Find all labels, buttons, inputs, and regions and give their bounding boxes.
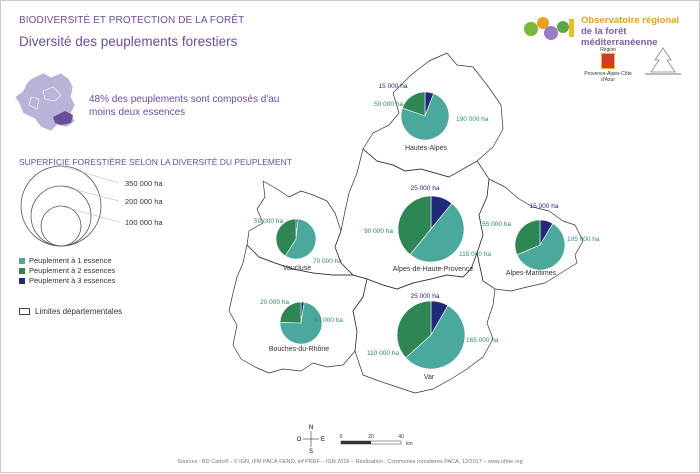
scale-unit: km <box>406 441 413 447</box>
compass-rose: N E S O <box>297 425 325 455</box>
pie-slice <box>279 301 302 324</box>
legend-size-small: 100 000 ha <box>125 218 163 227</box>
size-leader-line <box>60 165 120 184</box>
legend-label: Peuplement à 3 essences <box>29 276 116 285</box>
pie-slice <box>275 218 297 257</box>
france-locator-map <box>14 72 76 132</box>
legend-swatch <box>19 278 25 284</box>
department-name: Alpes-Maritimes <box>506 270 557 277</box>
department-name: Hautes-Alpes <box>405 145 448 152</box>
pie-slice <box>284 218 317 260</box>
bouches-du-rhone-outline <box>228 244 368 374</box>
scale-tick-20: 20 <box>368 434 374 440</box>
department-name: Var <box>424 374 435 381</box>
scale-tick-40: 40 <box>398 434 404 440</box>
size-legend <box>20 165 120 247</box>
var-outline <box>352 252 496 394</box>
pie-slice <box>401 91 426 117</box>
paca-highlight <box>53 111 73 125</box>
compass-s: S <box>309 449 313 455</box>
value-label: 25 000 ha <box>411 293 440 300</box>
value-label: 105 000 ha <box>567 236 600 243</box>
region-logo: Région Provence-Alpes-Côte d'Azur <box>583 47 633 83</box>
france-regions <box>28 86 62 110</box>
pie-slice <box>516 223 566 271</box>
value-label: 190 000 ha <box>456 116 489 123</box>
size-circle-small <box>40 205 82 247</box>
pie-slice <box>514 219 541 256</box>
page-title: Diversité des peuplements forestiers <box>19 34 238 49</box>
value-label: 55 000 ha <box>482 221 511 228</box>
pie-slice <box>397 195 432 256</box>
value-label: 110 000 ha <box>367 350 399 357</box>
limits-label: Limites départementales <box>35 307 123 316</box>
department-name: Alpes-de-Haute-Provence <box>393 266 474 273</box>
observatoire-line2: de la forêt méditerranéenne <box>581 26 658 48</box>
size-leader-line <box>60 185 120 202</box>
pie-slice <box>396 300 432 359</box>
observatoire-logo-mark <box>524 17 574 40</box>
value-label: 15 000 ha <box>379 83 408 90</box>
value-label: 20 000 ha <box>260 299 289 306</box>
observatoire-logo: Observatoire régional de la forêt médite… <box>521 13 691 48</box>
scale-bar-segment <box>341 441 371 444</box>
compass-o: O <box>297 437 302 443</box>
legend-item-3-essences: Peuplement à 3 essences <box>19 276 115 286</box>
legend-items: Peuplement à 1 essence Peuplement à 2 es… <box>19 256 115 286</box>
legend-item-2-essences: Peuplement à 2 essences <box>19 266 115 276</box>
size-circle-medium <box>30 185 92 247</box>
pie-slice <box>409 202 465 263</box>
department-name: Vaucluse <box>283 265 311 272</box>
compass-e: E <box>321 437 325 443</box>
value-label: 70 000 ha <box>313 258 342 265</box>
legend-item-1-essence: Peuplement à 1 essence <box>19 256 115 266</box>
compass-n: N <box>309 425 313 431</box>
value-label: 15 000 ha <box>530 203 559 210</box>
scale-tick-0: 0 <box>340 434 343 440</box>
region-name: Provence-Alpes-Côte d'Azur <box>584 71 632 83</box>
value-label: 25 000 ha <box>411 185 440 192</box>
legend-size-medium: 200 000 ha <box>125 197 163 206</box>
limits-swatch <box>19 308 30 315</box>
page-category: BIODIVERSITÉ ET PROTECTION DE LA FORÊT <box>19 15 245 26</box>
department-boundaries <box>228 52 584 394</box>
alpes-maritimes-outline <box>476 178 584 292</box>
value-label: 60 000 ha <box>314 317 343 324</box>
observatoire-name: Observatoire régional de la forêt médite… <box>581 15 691 48</box>
value-label: 50 000 ha <box>374 101 403 108</box>
value-label: 165 000 ha <box>466 337 499 344</box>
value-label: 50 000 ha <box>254 218 283 225</box>
value-label: 115 000 ha <box>459 251 491 258</box>
pie-slice <box>400 93 450 141</box>
legend-title: SUPERFICIE FORESTIÈRE SELON LA DIVERSITÉ… <box>19 157 293 167</box>
legend-swatch <box>19 268 25 274</box>
region-crest-icon <box>601 53 615 69</box>
observatoire-line1: Observatoire régional <box>581 15 680 26</box>
scale-bar: 0 20 40 km <box>340 434 413 447</box>
intro-statement: 48% des peuplements sont composés d'au m… <box>89 94 280 118</box>
size-leader-line <box>60 205 120 223</box>
credits: Sources : BD Carto® - © IGN, IFM PACA ©E… <box>177 459 523 465</box>
value-label: 90 000 ha <box>364 228 393 235</box>
legend-swatch <box>19 258 25 264</box>
pie-charts: Hautes-Alpes 190 000 ha 50 000 ha 15 000 ha… <box>254 83 600 381</box>
pie-slice <box>405 305 466 370</box>
department-name: Bouches-du-Rhône <box>269 346 329 353</box>
legend-label: Peuplement à 2 essences <box>29 266 116 275</box>
legend-label: Peuplement à 1 essence <box>29 256 112 265</box>
legend-limits: Limites départementales <box>19 307 122 316</box>
region-word: Région <box>600 47 616 53</box>
communes-forestieres-logo <box>645 47 681 75</box>
legend-size-large: 350 000 ha <box>125 179 163 188</box>
